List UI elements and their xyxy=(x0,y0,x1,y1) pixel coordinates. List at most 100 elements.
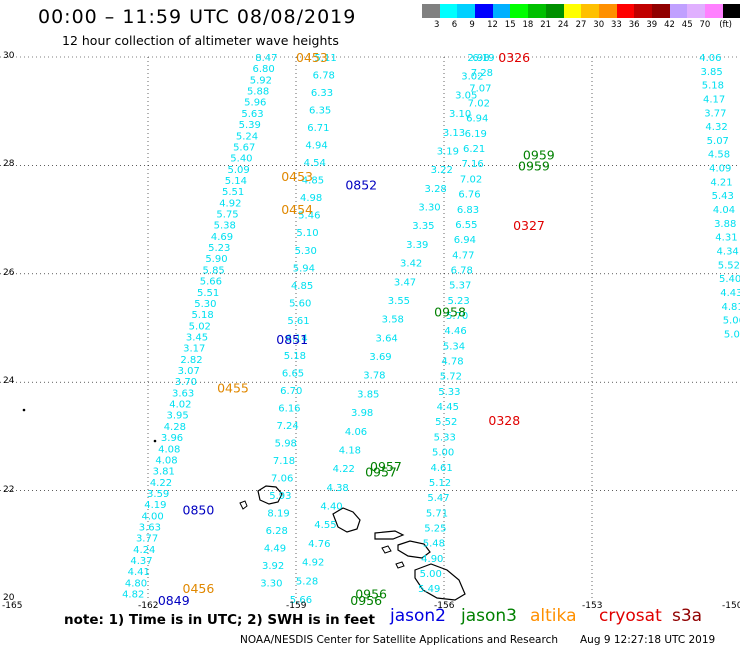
pass-time-label: 0956 xyxy=(355,587,387,602)
hawaii-islands xyxy=(22,408,466,601)
wave-height-value: 5.18 xyxy=(284,351,306,362)
wave-height-value: 5.30 xyxy=(194,299,216,310)
wave-height-value: 3.95 xyxy=(166,411,188,422)
pass-time-label: 0851 xyxy=(276,332,308,347)
wave-height-value: 3.28 xyxy=(425,184,447,195)
island-molokai xyxy=(374,530,405,540)
pass-time-label: 0456 xyxy=(183,581,215,596)
wave-height-value: 4.04 xyxy=(713,205,735,216)
wave-height-value: 3.69 xyxy=(369,352,391,363)
track-d: 5.49 5.00 4.90 5.48 5.25 5.71 5.47 5.12 4.61 5.00… xyxy=(418,53,495,595)
wave-height-value: 5.06 xyxy=(723,316,740,327)
wave-height-value: 5.70 xyxy=(446,311,468,322)
pass-time-label: 0959 xyxy=(523,148,555,163)
colorbar-swatch xyxy=(705,4,723,18)
island-kahoolawe xyxy=(395,561,405,569)
wave-height-value: 6.76 xyxy=(458,190,480,201)
wave-height-value: 5.67 xyxy=(233,142,255,153)
colorbar-label: 18 xyxy=(522,20,534,30)
colorbar-swatch xyxy=(598,4,617,18)
colorbar-label: 24 xyxy=(557,20,569,30)
wave-height-value: 4.18 xyxy=(339,445,361,456)
graticule xyxy=(0,56,740,599)
wave-height-value: 7.06 xyxy=(271,474,293,485)
wave-height-value: 4.85 xyxy=(302,176,324,187)
wave-height-value: 6.65 xyxy=(282,368,304,379)
credit-text: NOAA/NESDIS Center for Satellite Applica… xyxy=(240,634,558,646)
wave-height-value: 4.19 xyxy=(144,500,166,511)
colorbar-swatch xyxy=(616,4,635,18)
wave-height-value: 3.30 xyxy=(418,203,440,214)
wave-height-value: 8.19 xyxy=(267,509,289,520)
track-a: 4.824.804.414.374.243.773.634.004.193.59… xyxy=(122,53,277,601)
wave-height-value: 4.54 xyxy=(304,158,326,169)
pass-time-label: 0849 xyxy=(158,593,190,608)
wave-height-value: 4.90 xyxy=(421,554,443,565)
wave-height-value: 4.98 xyxy=(300,193,322,204)
colorbar-label: 39 xyxy=(646,20,658,30)
wave-height-value: 6.94 xyxy=(466,114,488,125)
wave-height-value: 3.63 xyxy=(172,388,194,399)
wave-height-value: 4.92 xyxy=(219,198,241,209)
wave-height-value: 5.37 xyxy=(449,281,471,292)
colorbar-label: 42 xyxy=(664,20,675,30)
wave-height-value: 4.21 xyxy=(710,177,732,188)
wave-height-value: 3.70 xyxy=(175,377,197,388)
wave-height-value: 7.16 xyxy=(461,159,483,170)
colorbar-label: (ft) xyxy=(719,20,732,30)
wave-height-value: 6.78 xyxy=(451,265,473,276)
note-text: note: 1) Time is in UTC; 2) SWH is in fe… xyxy=(64,612,375,628)
island-lanai xyxy=(381,545,392,554)
wave-height-value: 5.00 xyxy=(420,569,442,580)
wave-height-value: 7.28 xyxy=(471,68,493,79)
colorbar-label: 21 xyxy=(540,20,552,30)
wave-height-value: 4.06 xyxy=(345,427,367,438)
wave-height-value: 5.14 xyxy=(225,176,247,187)
wave-height-value: 7.07 xyxy=(469,83,491,94)
pass-time-label: 0959 xyxy=(518,158,550,173)
wave-height-value: 5.85 xyxy=(203,265,225,276)
colorbar-label: 36 xyxy=(628,20,640,30)
wave-height-value: 6.28 xyxy=(266,526,288,537)
wave-height-value: 5.34 xyxy=(443,341,465,352)
wave-height-value: 5.60 xyxy=(289,298,311,309)
lon-label: -156 xyxy=(434,601,455,611)
track-e: 5.06 5.06 4.81 4.43 5.40 5.52 4.34 4.31 3.88 4.04… xyxy=(699,53,740,340)
wave-height-value: 2.98 xyxy=(467,53,489,64)
wave-height-value: 4.09 xyxy=(709,164,731,175)
wave-height-value: 4.43 xyxy=(720,288,740,299)
wave-height-value: 6.19 xyxy=(472,53,494,64)
legend-cryosat: cryosat xyxy=(599,606,662,626)
pass-time-label: 0328 xyxy=(488,413,520,428)
pass-time-label: 0326 xyxy=(498,50,530,65)
wave-height-value: 4.32 xyxy=(705,122,727,133)
wave-height-value: 5.25 xyxy=(424,523,446,534)
wave-height-value: 6.21 xyxy=(463,144,485,155)
wave-height-value: 4.24 xyxy=(133,545,155,556)
wave-height-value: 4.00 xyxy=(141,511,163,522)
wave-height-value: 3.13 xyxy=(443,128,465,139)
wave-height-value: 6.71 xyxy=(307,123,329,134)
wave-height-value: 4.22 xyxy=(333,464,355,475)
wave-height-value: 4.40 xyxy=(320,502,342,513)
wave-height-value: 7.02 xyxy=(468,99,490,110)
lon-label: -153 xyxy=(582,601,603,611)
pass-time-label: 0454 xyxy=(281,202,313,217)
wave-height-value: 2.82 xyxy=(180,355,202,366)
wave-height-value: 4.06 xyxy=(699,53,721,64)
wave-height-value: 5.00 xyxy=(432,448,454,459)
wave-height-value: 3.07 xyxy=(178,366,200,377)
legend-jason2: jason2 xyxy=(390,606,446,626)
wave-height-value: 4.81 xyxy=(721,302,740,313)
pass-time-label: 0957 xyxy=(365,465,397,480)
wave-height-value: 5.47 xyxy=(427,493,449,504)
wave-height-value: 3.30 xyxy=(260,579,282,590)
wave-height-value: 3.22 xyxy=(431,165,453,176)
generated-timestamp: Aug 9 12:27:18 UTC 2019 xyxy=(580,634,716,646)
wave-height-value: 3.59 xyxy=(147,489,169,500)
wave-height-value: 3.35 xyxy=(412,221,434,232)
colorbar-swatch xyxy=(422,4,440,18)
wave-height-value: 5.51 xyxy=(222,187,244,198)
track-c: 5.66 5.28 4.92 4.76 4.55 4.40 4.38 4.22 4.18 4.06… xyxy=(290,53,490,606)
